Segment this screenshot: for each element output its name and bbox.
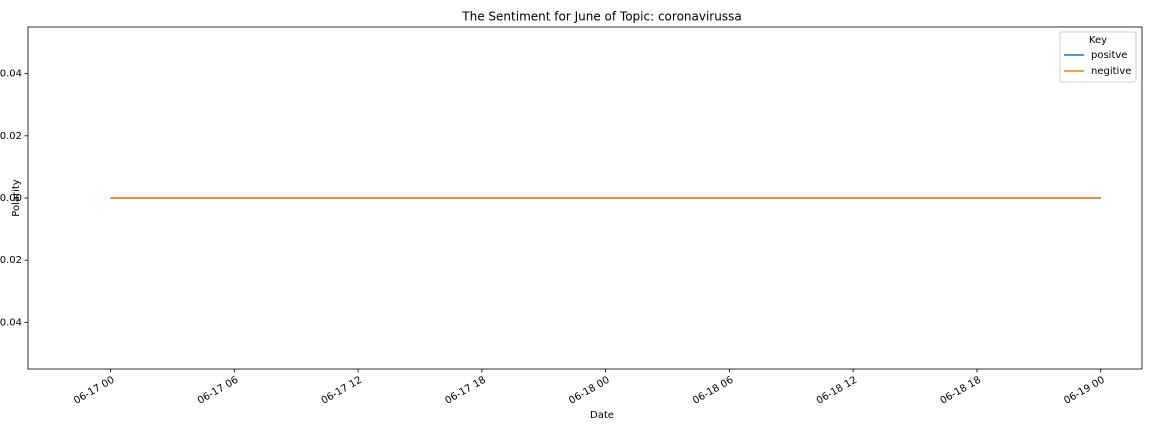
y-tick-label: −0.04 bbox=[0, 317, 22, 328]
y-tick-label: −0.02 bbox=[0, 255, 22, 266]
y-tick-label: 0.04 bbox=[0, 69, 22, 80]
y-tick-label: 0.02 bbox=[0, 131, 22, 142]
chart-title: The Sentiment for June of Topic: coronav… bbox=[461, 10, 741, 24]
plot-frame bbox=[27, 26, 1143, 370]
legend-box bbox=[1059, 31, 1137, 83]
legend-label: negitive bbox=[1091, 66, 1131, 77]
x-axis-label: Date bbox=[590, 410, 614, 421]
legend-title: Key bbox=[1089, 35, 1107, 46]
y-axis-label: Polarity bbox=[11, 179, 22, 217]
legend-label: positve bbox=[1091, 50, 1127, 61]
legend: Key positve negitive bbox=[1059, 31, 1137, 83]
y-tick-label: 0.00 bbox=[0, 193, 22, 204]
